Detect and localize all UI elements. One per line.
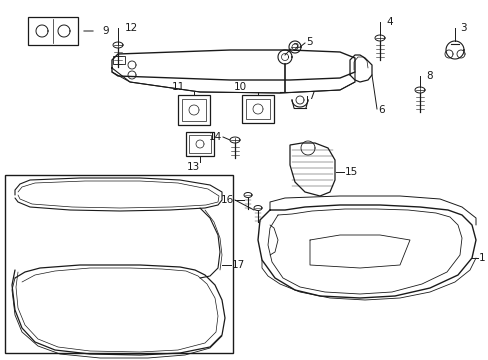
Text: 3: 3 bbox=[459, 23, 466, 33]
Text: 9: 9 bbox=[102, 26, 108, 36]
Text: 16: 16 bbox=[220, 195, 234, 205]
Bar bbox=[5, 175, 232, 353]
Text: 14: 14 bbox=[208, 132, 222, 142]
Bar bbox=[185, 132, 214, 156]
Bar bbox=[245, 99, 269, 119]
Bar bbox=[28, 17, 78, 45]
Text: 2: 2 bbox=[291, 43, 298, 53]
Text: 12: 12 bbox=[125, 23, 138, 33]
Bar bbox=[113, 56, 125, 64]
Text: 5: 5 bbox=[305, 37, 312, 47]
Text: 11: 11 bbox=[171, 82, 184, 92]
Text: 1: 1 bbox=[478, 253, 485, 263]
Bar bbox=[189, 135, 210, 153]
Text: 10: 10 bbox=[233, 82, 246, 92]
Text: 17: 17 bbox=[231, 260, 245, 270]
Bar bbox=[178, 95, 209, 125]
Text: 8: 8 bbox=[425, 71, 432, 81]
Bar bbox=[242, 95, 273, 123]
Bar bbox=[182, 99, 205, 121]
Text: 6: 6 bbox=[377, 105, 384, 115]
Text: 15: 15 bbox=[345, 167, 358, 177]
Text: 13: 13 bbox=[186, 162, 199, 172]
Text: 7: 7 bbox=[307, 91, 314, 101]
Text: 4: 4 bbox=[385, 17, 392, 27]
